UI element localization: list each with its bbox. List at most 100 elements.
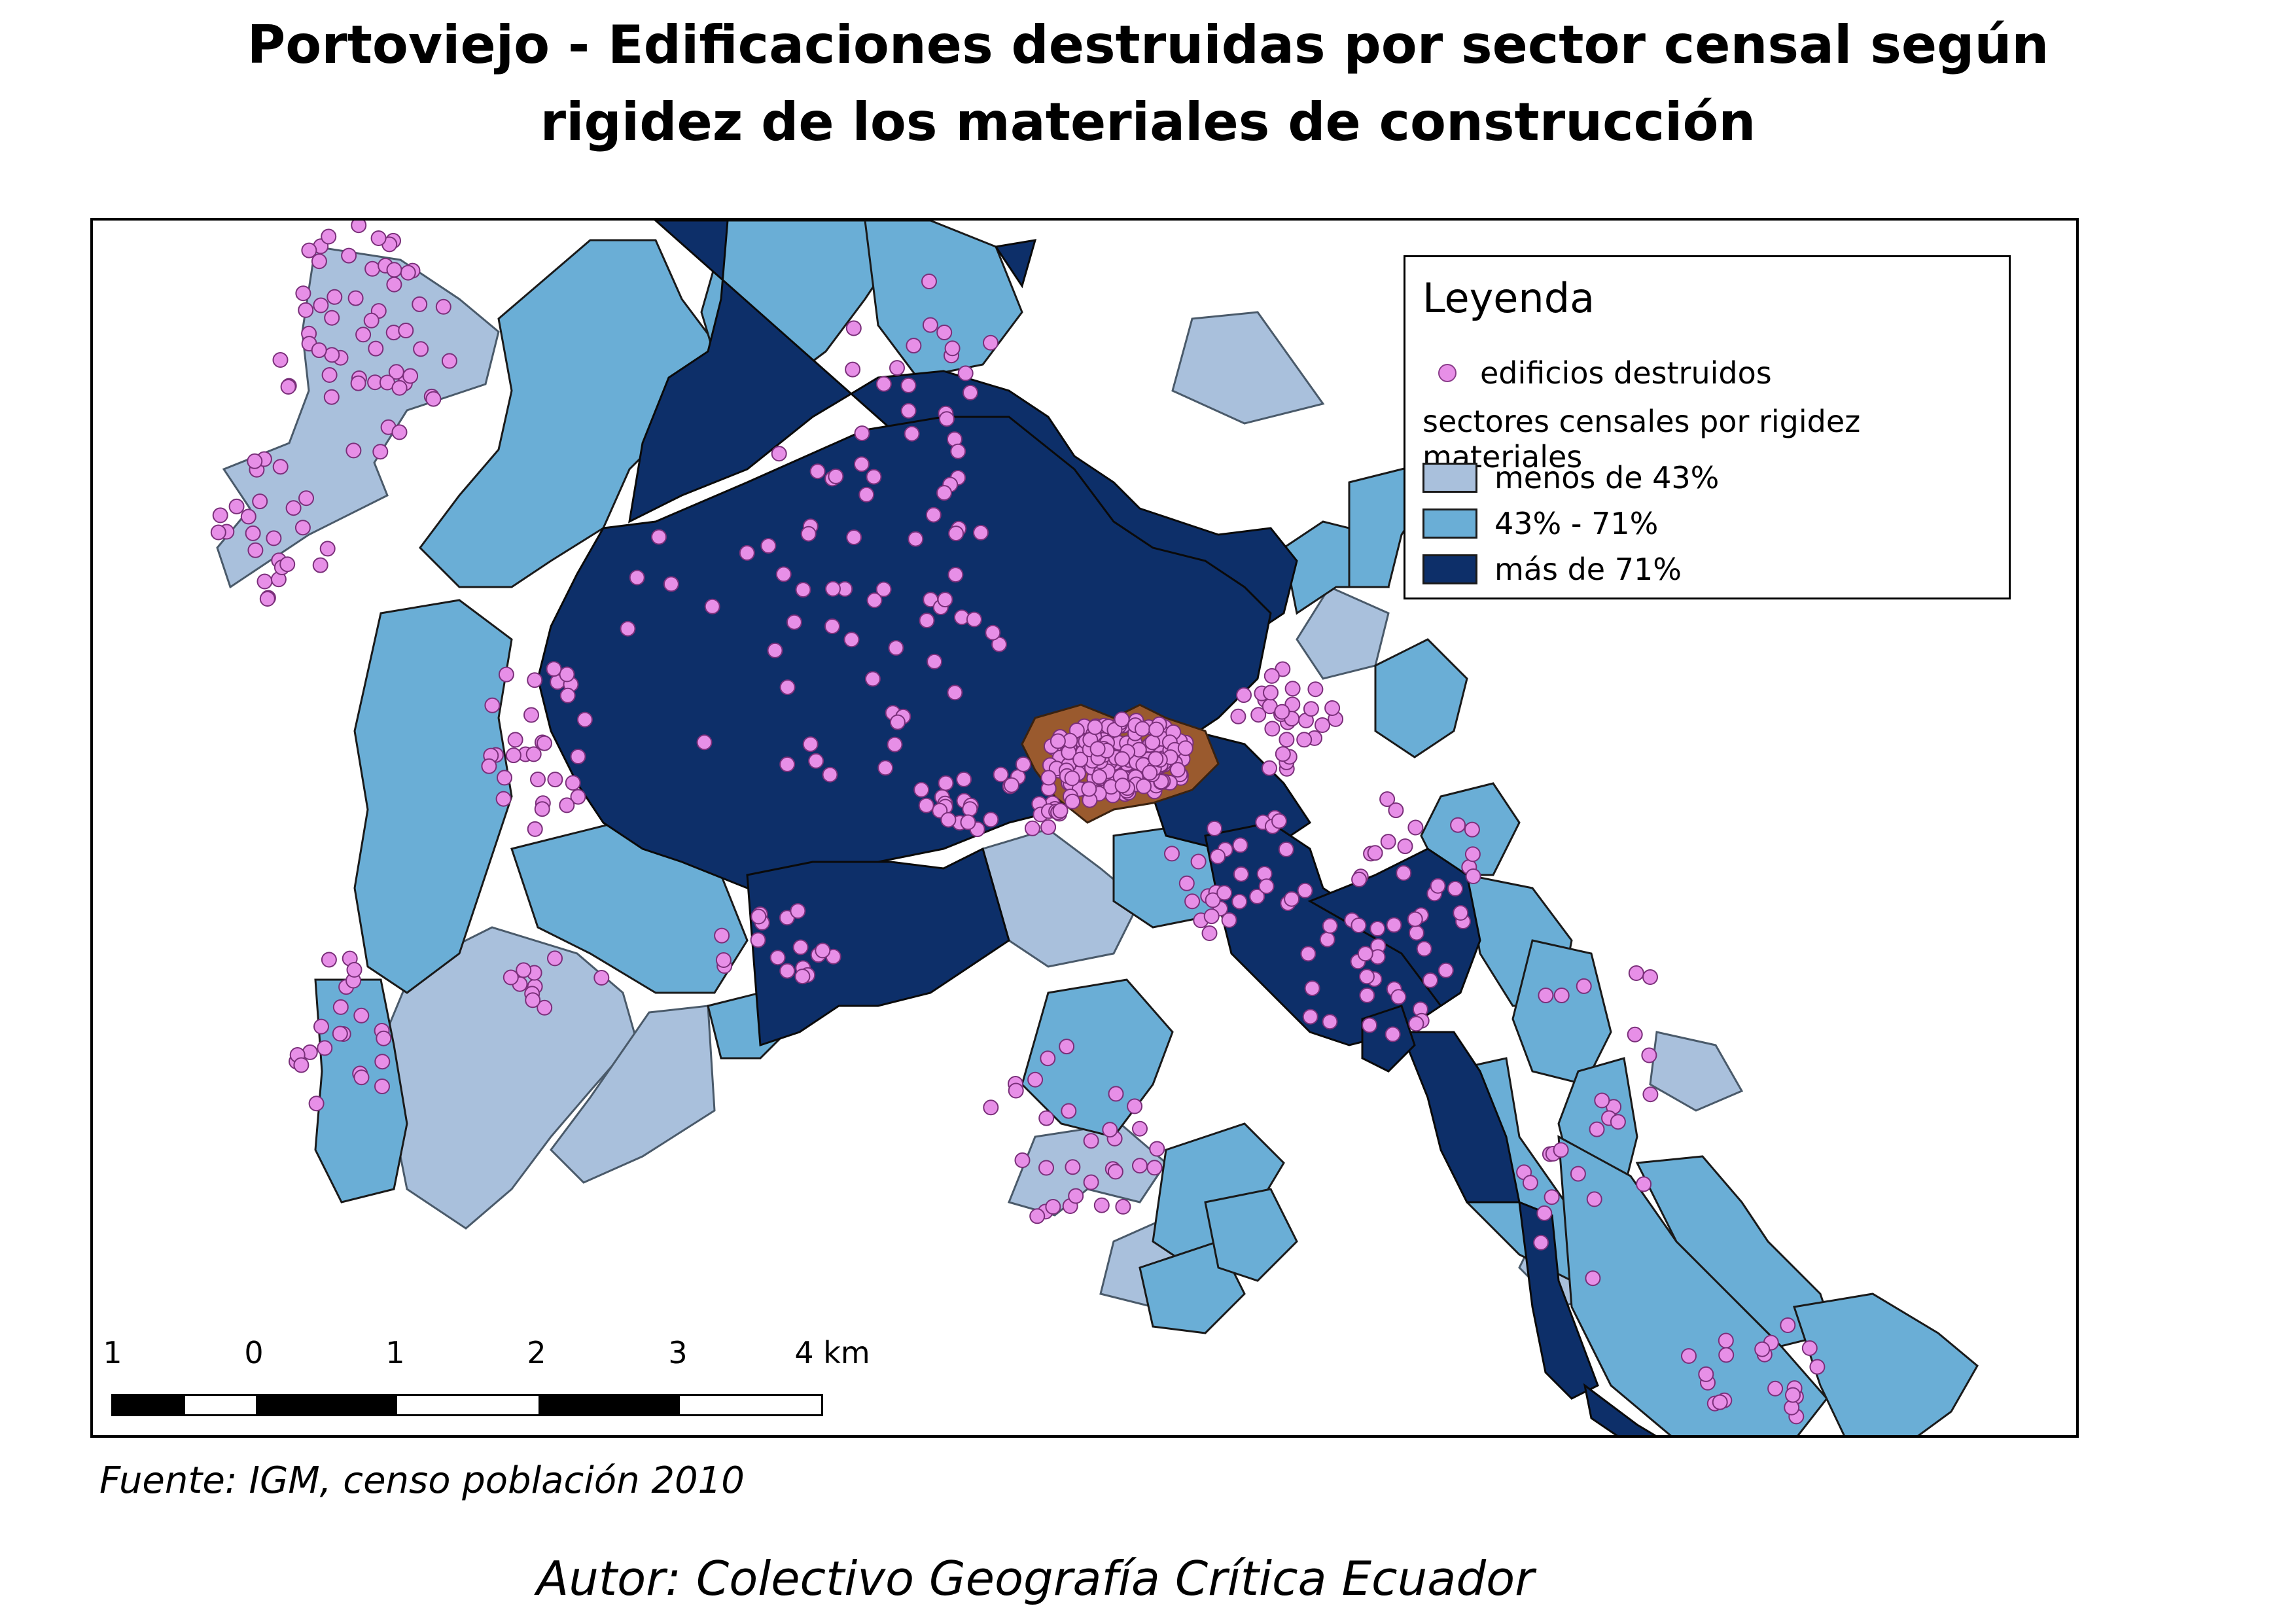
destroyed-building-point (1351, 871, 1368, 887)
destroyed-building-point (1408, 1016, 1424, 1032)
destroyed-building-point (1464, 846, 1481, 863)
destroyed-building-point (1089, 741, 1106, 757)
destroyed-building-point (1024, 820, 1040, 836)
destroyed-building-point (993, 766, 1009, 783)
destroyed-building-point (1050, 733, 1066, 749)
destroyed-building-point (1390, 989, 1407, 1005)
destroyed-building-point (559, 687, 576, 704)
destroyed-building-point (353, 1007, 370, 1024)
destroyed-building-point (950, 443, 966, 459)
destroyed-building-point (1324, 700, 1341, 716)
destroyed-building-point (1303, 701, 1319, 717)
destroyed-buildings-points (210, 221, 1826, 1425)
scale-segment (185, 1396, 256, 1414)
destroyed-building-point (858, 486, 875, 503)
destroyed-building-point (1767, 1380, 1784, 1397)
destroyed-building-point (1712, 1394, 1728, 1410)
destroyed-building-point (1553, 988, 1570, 1003)
sector-polygon (1793, 1293, 1979, 1435)
destroyed-building-point (1585, 1270, 1601, 1287)
destroyed-building-point (350, 375, 366, 391)
destroyed-building-point (570, 749, 586, 764)
destroyed-building-point (332, 1026, 348, 1042)
sector-polygon (864, 221, 1023, 379)
destroyed-building-point (327, 289, 343, 305)
destroyed-building-point (944, 340, 961, 357)
destroyed-building-point (1231, 893, 1248, 910)
destroyed-building-point (311, 253, 327, 270)
destroyed-building-point (1093, 1197, 1110, 1213)
destroyed-building-point (751, 908, 767, 925)
destroyed-building-point (1263, 668, 1280, 684)
destroyed-building-point (1148, 721, 1165, 738)
destroyed-building-point (1083, 1174, 1099, 1190)
source-note: Fuente: IGM, censo población 2010 (99, 1459, 745, 1502)
destroyed-building-point (319, 541, 336, 557)
destroyed-building-point (285, 500, 302, 516)
destroyed-building-point (1538, 988, 1554, 1003)
destroyed-building-point (786, 614, 802, 630)
sector-polygon (419, 239, 722, 588)
destroyed-building-point (809, 463, 826, 480)
destroyed-building-point (505, 747, 521, 764)
destroyed-building-point (947, 567, 964, 583)
scale-label: 2 (527, 1335, 546, 1370)
destroyed-building-point (1144, 734, 1161, 751)
destroyed-building-point (391, 424, 408, 440)
destroyed-building-point (1304, 980, 1320, 997)
destroyed-building-point (363, 312, 380, 329)
destroyed-building-point (1536, 1205, 1553, 1221)
destroyed-building-point (1142, 764, 1158, 781)
destroyed-building-point (1397, 838, 1413, 855)
destroyed-building-point (412, 296, 428, 312)
map-canvas[interactable] (93, 221, 2079, 1438)
destroyed-building-point (298, 302, 314, 318)
destroyed-building-point (1284, 891, 1300, 907)
destroyed-building-point (1284, 681, 1301, 697)
destroyed-building-point (1135, 721, 1150, 737)
destroyed-building-point (1464, 821, 1480, 838)
scale-bar-graphic (111, 1394, 823, 1416)
destroyed-building-point (413, 341, 429, 357)
destroyed-building-point (904, 425, 920, 442)
destroyed-building-point (1785, 1387, 1801, 1403)
destroyed-building-point (1275, 746, 1291, 762)
destroyed-building-point (565, 775, 581, 791)
destroyed-building-point (1278, 841, 1294, 857)
destroyed-building-point (925, 507, 942, 523)
destroyed-building-point (1038, 1160, 1054, 1176)
scale-label: 1 (385, 1335, 405, 1370)
destroyed-building-point (919, 613, 935, 629)
legend-box: Leyenda edificios destruidos sectores ce… (1404, 255, 2011, 599)
destroyed-building-point (1636, 1176, 1652, 1192)
destroyed-building-point (822, 766, 838, 783)
destroyed-building-point (1780, 1317, 1796, 1333)
destroyed-building-point (1107, 1164, 1123, 1180)
destroyed-building-point (1102, 1122, 1118, 1138)
destroyed-building-point (779, 963, 796, 979)
destroyed-building-point (908, 531, 924, 547)
destroyed-building-point (332, 999, 349, 1015)
destroyed-building-point (794, 969, 811, 985)
destroyed-building-point (1642, 1086, 1659, 1103)
destroyed-building-point (1302, 1008, 1318, 1025)
destroyed-building-point (374, 1079, 390, 1094)
destroyed-building-point (983, 334, 998, 351)
destroyed-building-point (1065, 793, 1081, 810)
destroyed-building-point (866, 592, 883, 609)
destroyed-building-point (1081, 781, 1097, 797)
destroyed-building-point (1322, 918, 1338, 934)
destroyed-building-point (769, 950, 786, 966)
destroyed-building-point (1008, 1082, 1024, 1099)
destroyed-building-point (962, 801, 978, 817)
destroyed-building-point (537, 735, 552, 751)
destroyed-building-point (1164, 846, 1180, 862)
destroyed-building-point (1068, 1188, 1084, 1204)
destroyed-building-point (210, 524, 226, 541)
sector-polygon (216, 245, 500, 589)
destroyed-building-point (1233, 866, 1249, 882)
destroyed-building-point (1271, 813, 1287, 829)
class-swatch-icon (1422, 554, 1477, 584)
destroyed-building-point (1132, 1158, 1148, 1174)
destroyed-building-point (1628, 965, 1644, 981)
